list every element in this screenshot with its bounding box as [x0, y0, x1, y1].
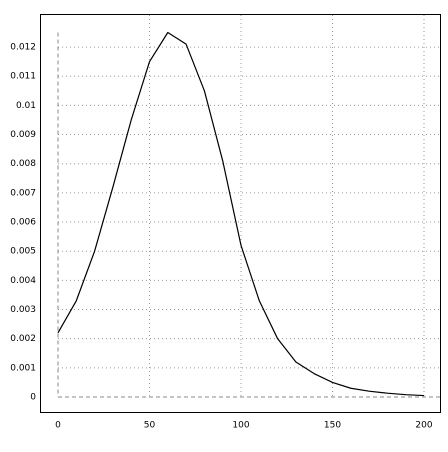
x-tick-label: 150: [324, 421, 341, 431]
data-line: [57, 31, 425, 397]
y-tick-label: 0.009: [10, 130, 36, 140]
y-tick-label: 0.006: [10, 218, 36, 228]
x-tick-label: 50: [144, 421, 156, 431]
y-tick-label: 0.001: [10, 363, 36, 373]
y-tick-label: 0.008: [10, 159, 36, 169]
y-tick-label: 0: [30, 393, 36, 403]
y-tick-label: 0.007: [10, 188, 36, 198]
y-tick-label: 0.002: [10, 334, 36, 344]
y-tick-label: 0.004: [10, 276, 36, 286]
y-tick-label: 0.012: [10, 43, 36, 53]
y-tick-label: 0.011: [10, 72, 36, 82]
y-tick-label: 0.01: [16, 101, 36, 111]
y-tick-label: 0.003: [10, 305, 36, 315]
x-tick-label: 200: [415, 421, 432, 431]
x-tick-label: 100: [232, 421, 249, 431]
plot-frame: [40, 14, 441, 413]
y-tick-label: 0.005: [10, 247, 36, 257]
x-tick-label: 0: [55, 421, 61, 431]
